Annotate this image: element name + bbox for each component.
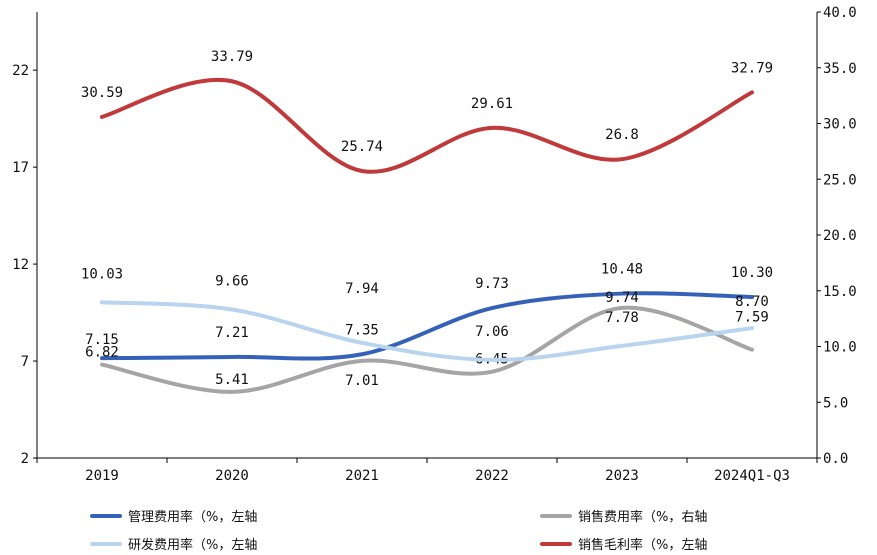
right-tick-label: 0.0 [823, 451, 848, 467]
right-tick-label: 40.0 [823, 5, 857, 21]
data-label: 7.15 [85, 332, 119, 348]
left-tick-label: 22 [12, 63, 29, 79]
data-label: 10.30 [731, 265, 773, 281]
right-tick-label: 15.0 [823, 284, 857, 300]
data-label: 7.01 [345, 373, 379, 389]
legend-swatch [90, 541, 122, 546]
data-label: 7.59 [735, 310, 769, 326]
data-label: 9.66 [215, 273, 249, 289]
x-tick-label: 2022 [475, 468, 509, 484]
chart-plot: 2 7 12 17 22 0.0 5.0 10.0 15.0 20.0 25.0 30.0 35.0 40… [12, 5, 857, 484]
right-tick-label: 20.0 [823, 228, 857, 244]
x-tick-label: 2021 [345, 468, 379, 484]
data-label: 5.41 [215, 372, 249, 388]
series-line [100, 305, 754, 394]
right-tick-label: 35.0 [823, 61, 857, 77]
legend-item-sales: 销售费用率（%，右轴 [540, 506, 707, 525]
data-label: 32.79 [731, 60, 773, 76]
legend-item-admin: 管理费用率（%，左轴 [90, 506, 257, 525]
data-label: 25.74 [341, 139, 383, 155]
data-label: 7.94 [345, 281, 379, 297]
x-tick-label: 2020 [215, 468, 249, 484]
legend-label: 研发费用率（%，左轴 [128, 538, 258, 553]
x-tick-label: 2023 [605, 468, 639, 484]
legend-label: 管理费用率（%，左轴 [128, 510, 258, 525]
left-tick-label: 12 [12, 257, 29, 273]
left-tick-label: 2 [21, 451, 29, 467]
legend-swatch [90, 513, 122, 518]
legend-swatch [540, 541, 572, 546]
series-line [100, 300, 754, 362]
data-label: 7.78 [605, 310, 639, 326]
data-label: 30.59 [81, 85, 123, 101]
data-label: 29.61 [471, 96, 513, 112]
legend-label: 销售费用率（%，右轴 [578, 510, 708, 525]
left-tick-label: 17 [12, 160, 29, 176]
data-label: 7.21 [215, 325, 249, 341]
right-tick-label: 10.0 [823, 340, 857, 356]
legend-item-margin: 销售毛利率（%，左轴 [540, 534, 707, 553]
right-tick-label: 5.0 [823, 395, 848, 411]
data-label: 33.79 [211, 49, 253, 65]
data-label: 6.82 [85, 345, 119, 361]
data-label: 9.73 [475, 276, 509, 292]
legend-label: 销售毛利率（%，左轴 [578, 538, 708, 553]
data-label: 10.48 [601, 262, 643, 278]
series-line [100, 77, 754, 174]
series-line [100, 291, 754, 361]
x-tick-label: 2024Q1-Q3 [714, 468, 790, 484]
x-tick-label: 2019 [85, 468, 119, 484]
right-tick-label: 25.0 [823, 172, 857, 188]
data-label: 26.8 [605, 127, 639, 143]
legend-item-rd: 研发费用率（%，左轴 [90, 534, 257, 553]
data-label: 8.70 [735, 294, 769, 310]
data-label: 10.03 [81, 266, 123, 282]
data-label: 7.35 [345, 322, 379, 338]
right-tick-label: 30.0 [823, 117, 857, 133]
data-label: 9.74 [605, 290, 639, 306]
legend-swatch [540, 513, 572, 518]
left-tick-label: 7 [21, 354, 29, 370]
data-label: 7.06 [475, 324, 509, 340]
